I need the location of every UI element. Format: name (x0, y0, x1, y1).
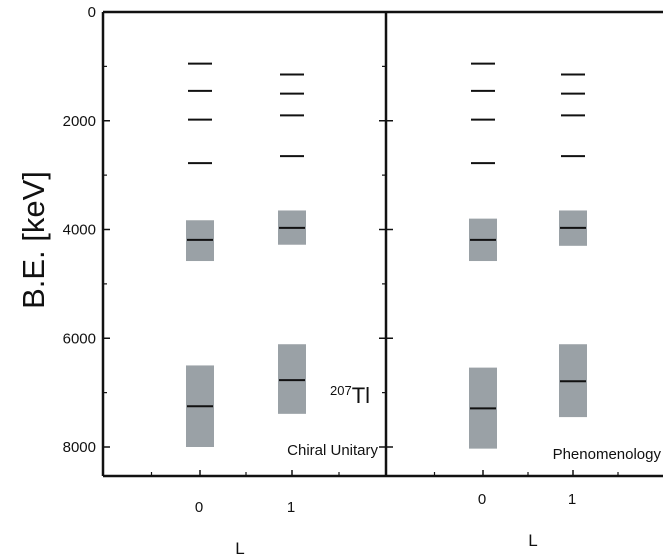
x-axis-title-left: L (235, 539, 244, 558)
y-tick-label: 2000 (63, 113, 96, 130)
panel-label-phenomenology: Phenomenology (553, 446, 662, 463)
panel-label-chiral-unitary: Chiral Unitary (287, 442, 378, 459)
nucleus-symbol: Tl (352, 383, 370, 408)
y-tick-label: 4000 (63, 222, 96, 239)
y-tick-label: 0 (88, 4, 96, 21)
x-tick-label: 1 (287, 499, 295, 516)
x-tick-label: 1 (568, 491, 576, 508)
x-tick-label: 0 (195, 499, 203, 516)
nucleus-mass-number: 207 (330, 383, 352, 398)
energy-levels (187, 62, 586, 410)
axis-labels: 0 2000 4000 6000 8000 0 1 0 1 (63, 4, 577, 516)
y-tick-label: 8000 (63, 439, 96, 456)
x-tick-label: 0 (478, 491, 486, 508)
axis-ticks (103, 11, 619, 476)
resonance-band (278, 344, 306, 414)
y-axis-title: B.E. [keV] (16, 171, 51, 309)
x-axis-title-right: L (528, 531, 537, 550)
y-tick-label: 6000 (63, 330, 96, 347)
nucleus-label: 207Tl (330, 383, 370, 408)
